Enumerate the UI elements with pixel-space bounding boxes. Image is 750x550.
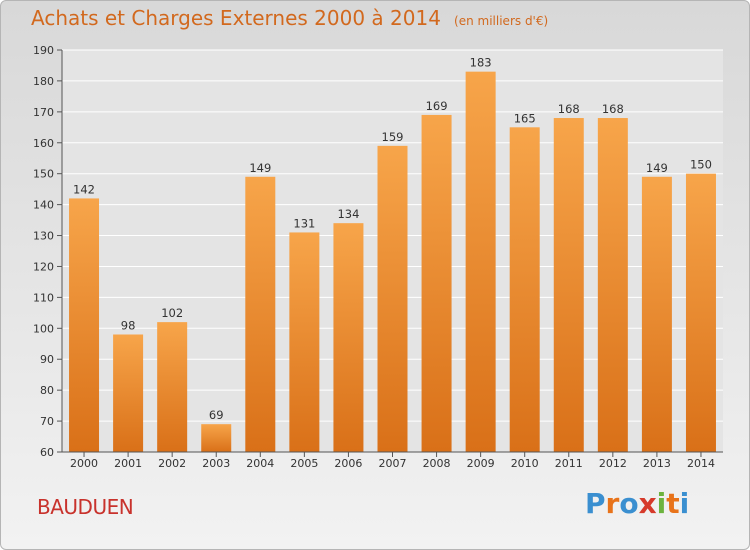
y-tick-label: 120 [33, 260, 54, 273]
x-tick-label: 2008 [423, 457, 451, 470]
logo-letter: x [638, 487, 657, 520]
x-tick-label: 2009 [467, 457, 495, 470]
logo-letter: r [605, 487, 620, 520]
bar [509, 127, 540, 453]
bar [157, 322, 188, 452]
logo-letter: o [619, 487, 639, 520]
bar-value-label: 98 [121, 318, 136, 332]
x-tick-label: 2007 [379, 457, 407, 470]
bar [333, 223, 364, 452]
bar-value-label: 168 [558, 102, 580, 116]
x-tick-label: 2014 [687, 457, 715, 470]
bar-value-label: 159 [382, 130, 404, 144]
bar [685, 173, 716, 452]
x-tick-label: 2006 [334, 457, 362, 470]
x-tick-label: 2011 [555, 457, 583, 470]
y-tick-label: 180 [33, 75, 54, 88]
y-tick-label: 70 [40, 415, 54, 428]
bar [421, 114, 452, 452]
bar [641, 176, 672, 453]
y-tick-label: 60 [40, 446, 54, 459]
x-tick-label: 2005 [290, 457, 318, 470]
bar-value-label: 169 [426, 99, 448, 113]
chart-title: Achats et Charges Externes 2000 à 2014 [31, 6, 441, 30]
y-tick-label: 150 [33, 168, 54, 181]
bar-value-label: 142 [73, 182, 95, 196]
logo-letter: i [656, 487, 667, 520]
bars: 142 98 102 69 149 131 134 159 169 183 165 168 168 149… [69, 56, 716, 453]
bar-value-label: 183 [470, 56, 492, 70]
bar [465, 71, 496, 453]
logo-letter: i [679, 487, 690, 520]
bar [553, 118, 584, 453]
y-tick-label: 140 [33, 199, 54, 212]
y-tick-label: 100 [33, 322, 54, 335]
bar-value-label: 150 [690, 158, 712, 172]
x-tick-label: 2000 [70, 457, 98, 470]
bar [245, 176, 276, 453]
bar-value-label: 69 [209, 408, 224, 422]
x-tick-label: 2012 [599, 457, 627, 470]
bar [289, 232, 320, 452]
bar-value-label: 134 [337, 207, 359, 221]
bar [201, 424, 232, 452]
commune-name: BAUDUEN [37, 495, 134, 519]
y-tick-label: 110 [33, 291, 54, 304]
y-tick-label: 130 [33, 230, 54, 243]
x-tick-label: 2010 [511, 457, 539, 470]
title-row: Achats et Charges Externes 2000 à 2014 (… [31, 6, 548, 30]
bar-value-label: 165 [514, 111, 536, 125]
bar-value-label: 149 [249, 161, 271, 175]
x-tick-label: 2004 [246, 457, 274, 470]
axes: 60 70 80 90 100 110 120 130 140 150 160 170 180 190 20… [33, 44, 723, 470]
x-tick-label: 2002 [158, 457, 186, 470]
bar [597, 118, 628, 453]
x-tick-label: 2003 [202, 457, 230, 470]
y-tick-label: 190 [33, 44, 54, 57]
bar [113, 334, 144, 452]
x-tick-label: 2001 [114, 457, 142, 470]
logo-letter: t [666, 487, 680, 520]
bar-value-label: 149 [646, 161, 668, 175]
y-tick-label: 80 [40, 384, 54, 397]
y-tick-label: 90 [40, 353, 54, 366]
proxiti-logo: Proxiti [585, 487, 689, 520]
bar [69, 198, 100, 452]
x-tick-label: 2013 [643, 457, 671, 470]
logo-letter: P [585, 487, 606, 520]
bar-value-label: 102 [161, 306, 183, 320]
y-tick-label: 160 [33, 137, 54, 150]
bar-value-label: 131 [293, 216, 315, 230]
bar-value-label: 168 [602, 102, 624, 116]
y-tick-label: 170 [33, 106, 54, 119]
chart-subtitle: (en milliers d'€) [454, 14, 549, 28]
bar [377, 145, 408, 452]
